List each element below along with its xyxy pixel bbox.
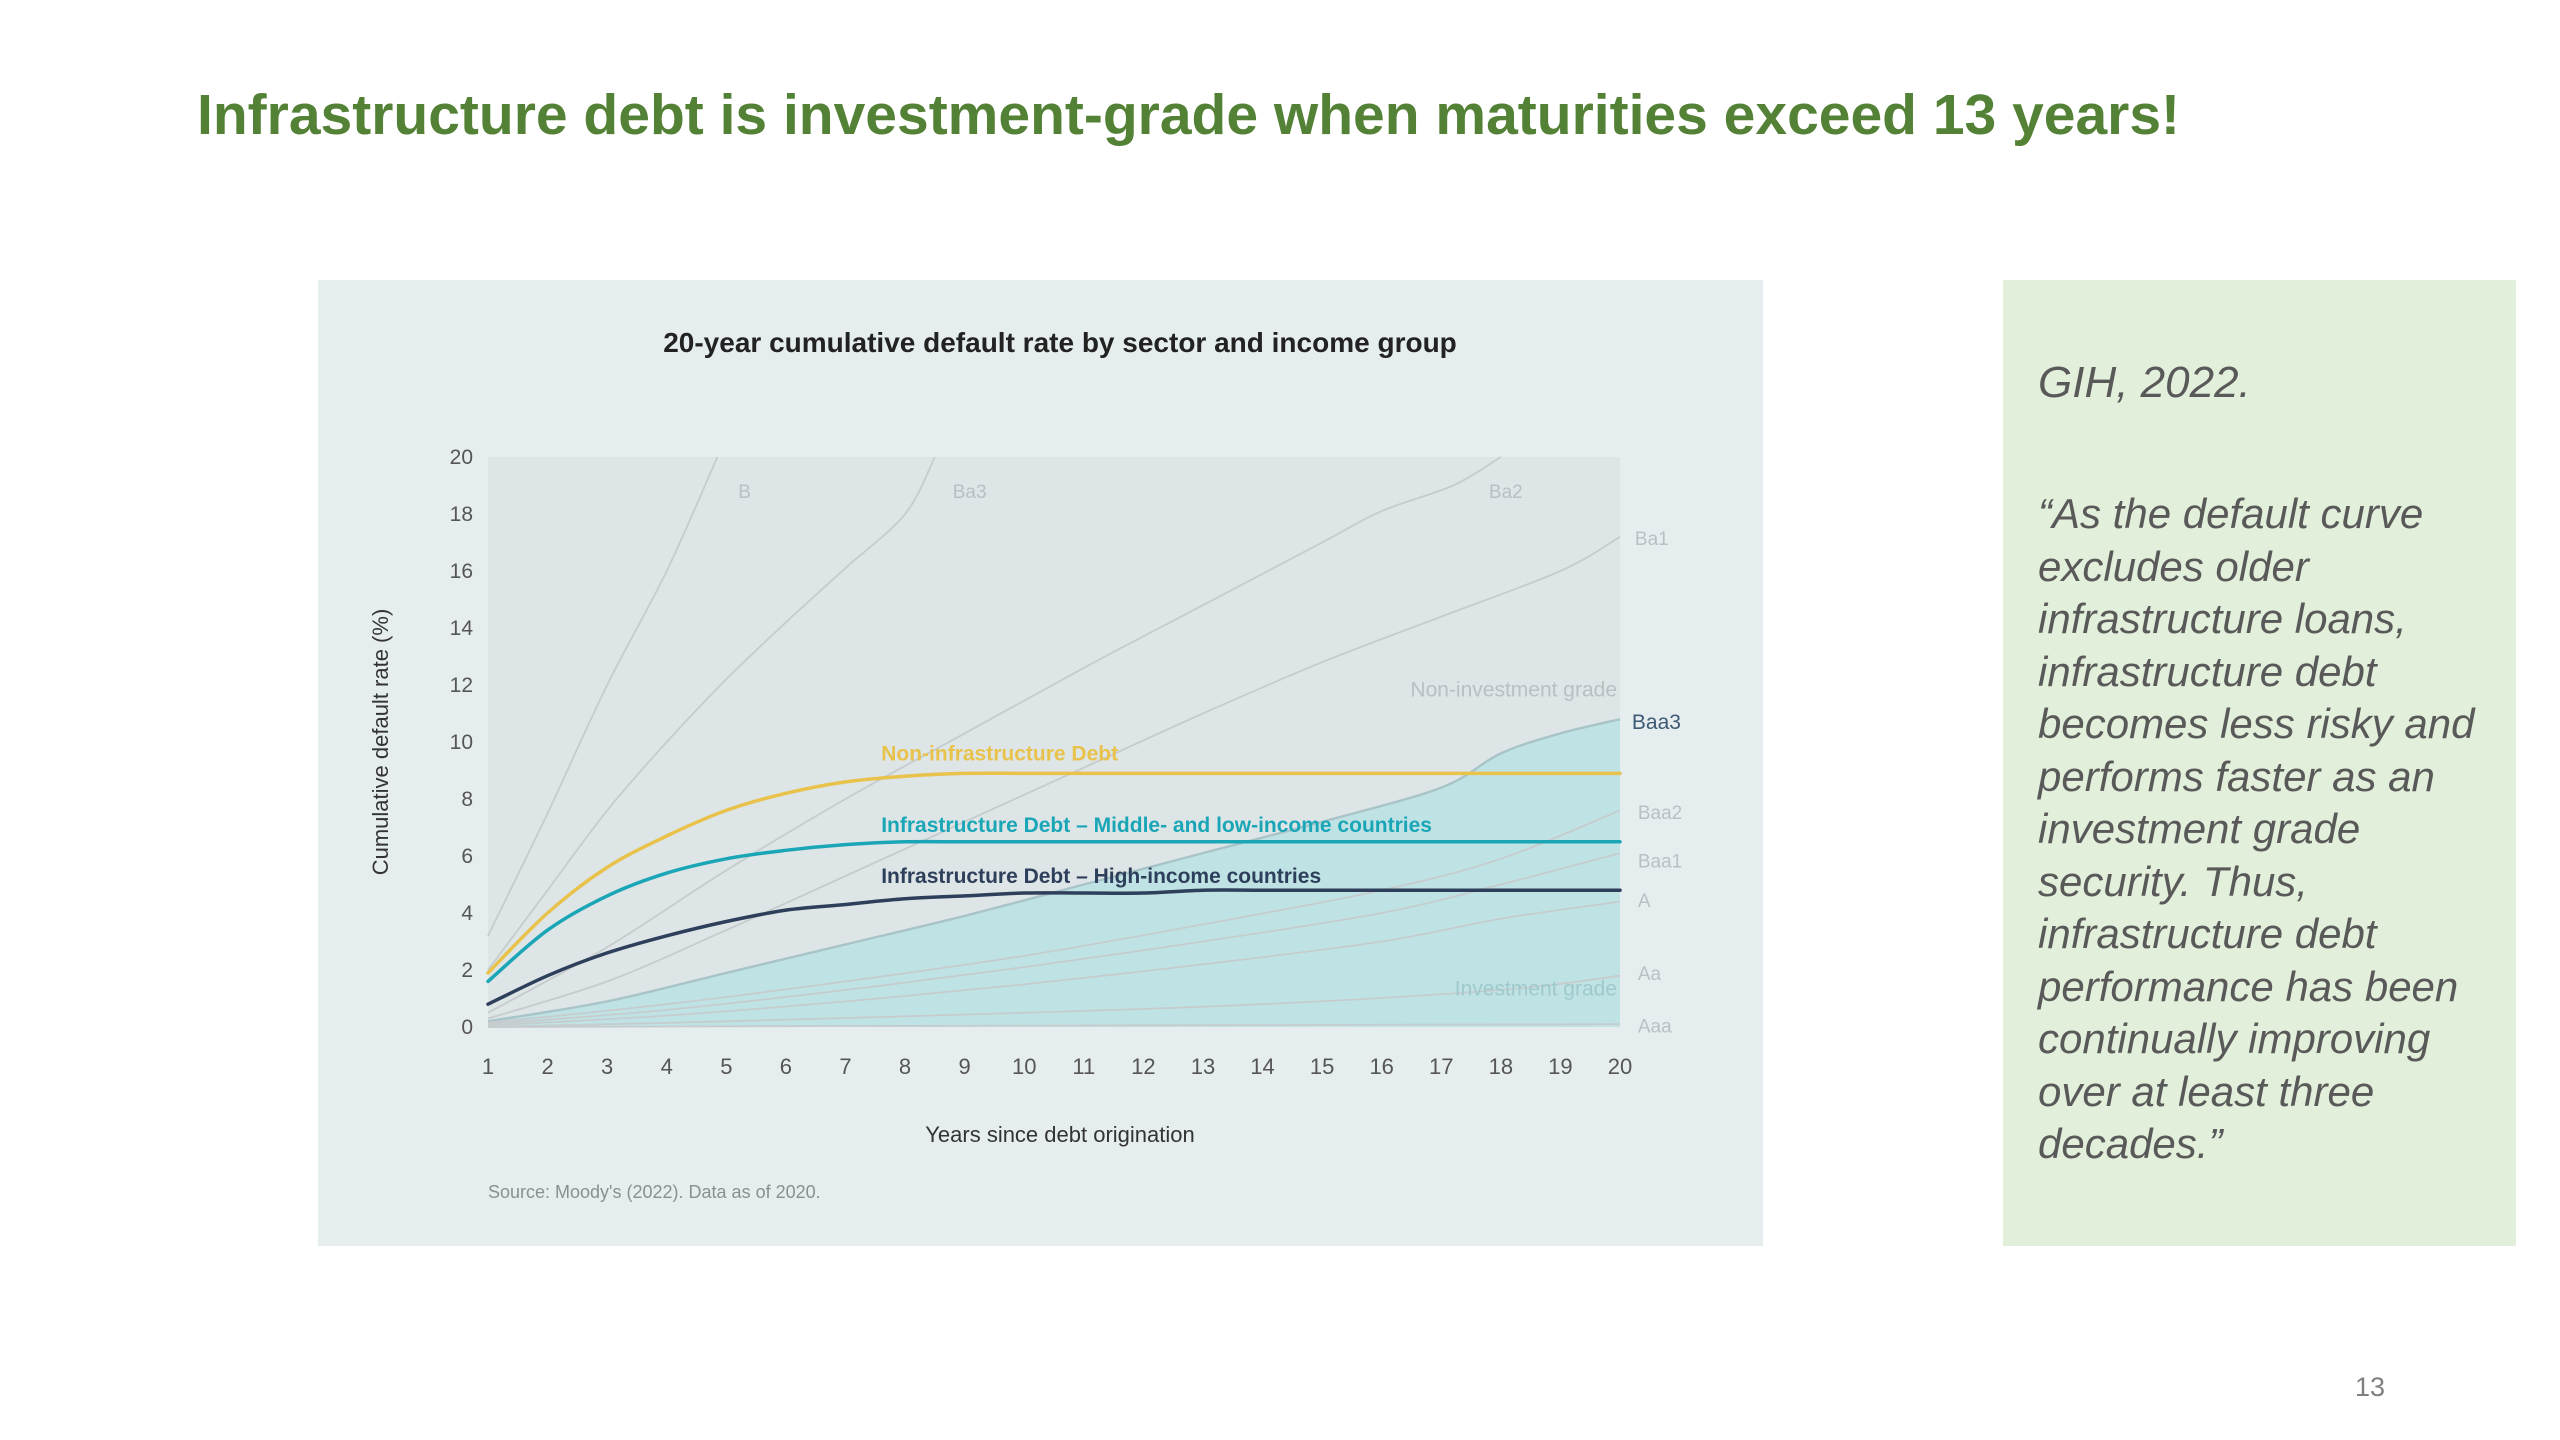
x-tick-label: 2: [541, 1054, 553, 1079]
rating-curve-baa2: [487, 809, 1621, 1024]
y-tick-labels: 0 2 4 6 8 10 12 14 16 18 20: [450, 446, 474, 1039]
rating-label-ba2: Ba2: [1489, 482, 1523, 503]
y-tick-label: 12: [450, 674, 473, 697]
series-line-3: [486, 888, 1622, 1006]
chart-panel: 20-year cumulative default rate by secto…: [318, 280, 1763, 1246]
rating-label-ba3: Ba3: [953, 482, 987, 503]
quote-text: “As the default curve excludes older inf…: [2038, 490, 2475, 1167]
chart-title: 20-year cumulative default rate by secto…: [663, 327, 1457, 358]
rating-label-aaa: Aaa: [1638, 1017, 1672, 1038]
series-line-2: [486, 839, 1622, 984]
series-label-3: Infrastructure Debt – High-income countr…: [881, 865, 1321, 888]
investment-grade-label: Investment grade: [1455, 978, 1617, 1001]
default-rate-chart: 20-year cumulative default rate by secto…: [368, 327, 1682, 1202]
x-tick-label: 4: [661, 1054, 673, 1079]
citation: GIH, 2022.: [2038, 358, 2251, 407]
x-tick-label: 13: [1191, 1054, 1215, 1079]
rating-label-ba1: Ba1: [1635, 529, 1669, 550]
x-tick-label: 10: [1012, 1054, 1036, 1079]
y-tick-label: 10: [450, 731, 473, 754]
slide-title: Infrastructure debt is investment-grade …: [197, 83, 2181, 147]
quote-box: GIH, 2022. “As the default curve exclude…: [2003, 280, 2516, 1246]
x-tick-label: 9: [959, 1054, 971, 1079]
x-tick-label: 11: [1072, 1054, 1095, 1079]
y-tick-label: 6: [461, 845, 473, 868]
y-tick-label: 0: [461, 1016, 473, 1039]
x-tick-label: 18: [1489, 1054, 1513, 1079]
x-tick-label: 3: [601, 1054, 613, 1079]
x-tick-label: 14: [1250, 1054, 1274, 1079]
x-tick-label: 16: [1369, 1054, 1393, 1079]
rating-label-b: B: [738, 482, 751, 503]
rating-label-aa: Aa: [1638, 964, 1662, 985]
rating-curve-aa: [487, 974, 1621, 1028]
series-lines: [486, 771, 1622, 1006]
investment-grade-region: [488, 719, 1620, 1027]
y-tick-label: 4: [461, 902, 473, 925]
y-tick-label: 14: [450, 617, 474, 640]
y-tick-label: 2: [461, 959, 473, 982]
x-tick-label: 6: [780, 1054, 792, 1079]
rating-curve-b: [487, 456, 719, 937]
y-tick-label: 8: [461, 788, 473, 811]
y-tick-label: 18: [450, 503, 473, 526]
y-axis-label: Cumulative default rate (%): [368, 609, 393, 876]
rating-label-baa1: Baa1: [1638, 851, 1682, 872]
rating-label-baa2: Baa2: [1638, 803, 1682, 824]
rating-curve-aaa: [487, 1023, 1621, 1028]
rating-curve-a: [487, 900, 1621, 1027]
x-tick-label: 19: [1548, 1054, 1572, 1079]
series-label-1: Non-infrastructure Debt: [881, 743, 1118, 766]
page-number: 13: [2355, 1372, 2386, 1402]
non-investment-grade-label: Non-investment grade: [1410, 678, 1617, 701]
rating-curve-baa3: [487, 718, 1621, 1023]
rating-curve-ba1: [487, 536, 1621, 1020]
rating-label-a: A: [1638, 891, 1651, 912]
series-label-2: Infrastructure Debt – Middle- and low-in…: [881, 814, 1432, 837]
x-tick-label: 12: [1131, 1054, 1155, 1079]
y-tick-label: 20: [450, 446, 473, 469]
x-axis-label: Years since debt origination: [925, 1122, 1194, 1147]
x-tick-label: 1: [482, 1054, 494, 1079]
rating-curve-ba3: [487, 456, 936, 971]
x-tick-label: 5: [720, 1054, 732, 1079]
x-tick-labels: 1 2 3 4 5 6 7 8 9 10 11 12 13 14 15 16 17 18 19 20: [482, 1054, 1632, 1079]
x-tick-label: 7: [839, 1054, 851, 1079]
rating-label-baa3: Baa3: [1632, 711, 1681, 734]
y-tick-label: 16: [450, 560, 473, 583]
x-tick-label: 15: [1310, 1054, 1334, 1079]
series-line-1: [486, 771, 1622, 975]
rating-curve-ba2: [487, 456, 1502, 1014]
source-note: Source: Moody's (2022). Data as of 2020.: [488, 1182, 821, 1202]
x-tick-label: 17: [1429, 1054, 1453, 1079]
x-tick-label: 8: [899, 1054, 911, 1079]
series-labels: Non-infrastructure Debt Infrastructure De…: [881, 743, 1432, 889]
x-tick-label: 20: [1608, 1054, 1632, 1079]
